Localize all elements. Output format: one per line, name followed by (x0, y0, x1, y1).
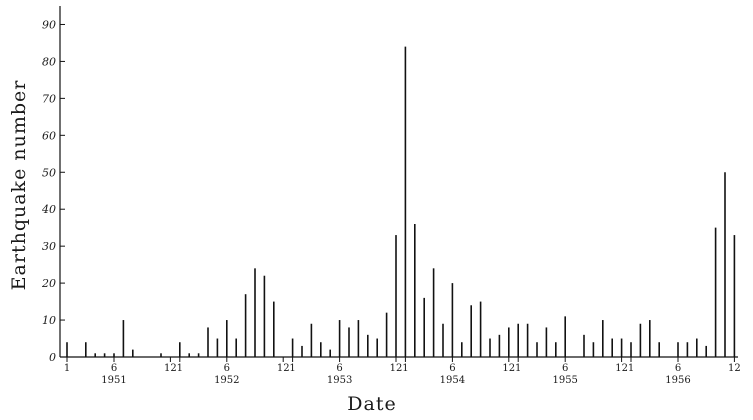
y-tick-label: 30 (42, 240, 56, 253)
y-axis-label: Earthquake number (8, 80, 30, 291)
x-tick-label: 6 (111, 363, 117, 374)
y-tick-label: 80 (42, 55, 56, 68)
y-tick-label: 60 (42, 129, 56, 142)
x-tick-label: 1 (628, 363, 634, 374)
x-tick-label: 6 (675, 363, 681, 374)
y-tick-label: 20 (41, 277, 56, 290)
x-tick-label: 12 (164, 363, 177, 374)
x-year-label: 1955 (552, 375, 577, 386)
y-tick-label: 70 (42, 92, 56, 105)
y-axis: 0 10 20 30 40 50 60 70 80 90 (41, 6, 65, 364)
y-tick-label: 90 (42, 18, 56, 31)
x-year-label: 1953 (327, 375, 352, 386)
x-tick-label: 1 (177, 363, 183, 374)
x-year-label: 1952 (214, 375, 239, 386)
x-tick-label: 1 (64, 363, 70, 374)
x-tick-label: 6 (449, 363, 455, 374)
y-tick-label: 0 (49, 351, 56, 364)
bars (66, 46, 736, 357)
x-tick-label: 12 (615, 363, 628, 374)
y-tick-label: 10 (42, 314, 56, 327)
x-axis-label: Date (347, 393, 396, 415)
x-tick-label: 12 (502, 363, 515, 374)
x-tick-label: 1 (515, 363, 521, 374)
x-year-label: 1951 (101, 375, 126, 386)
x-tick-label: 6 (562, 363, 568, 374)
x-tick-label: 12 (728, 363, 741, 374)
x-tick-label: 1 (402, 363, 408, 374)
x-tick-label: 6 (336, 363, 342, 374)
x-tick-label: 1 (289, 363, 295, 374)
x-year-label: 1954 (440, 375, 465, 386)
x-tick-label: 12 (277, 363, 290, 374)
x-tick-label: 6 (224, 363, 230, 374)
x-tick-label: 12 (390, 363, 403, 374)
x-year-label: 1956 (665, 375, 690, 386)
y-tick-label: 50 (42, 166, 56, 179)
y-tick-label: 40 (41, 203, 56, 216)
